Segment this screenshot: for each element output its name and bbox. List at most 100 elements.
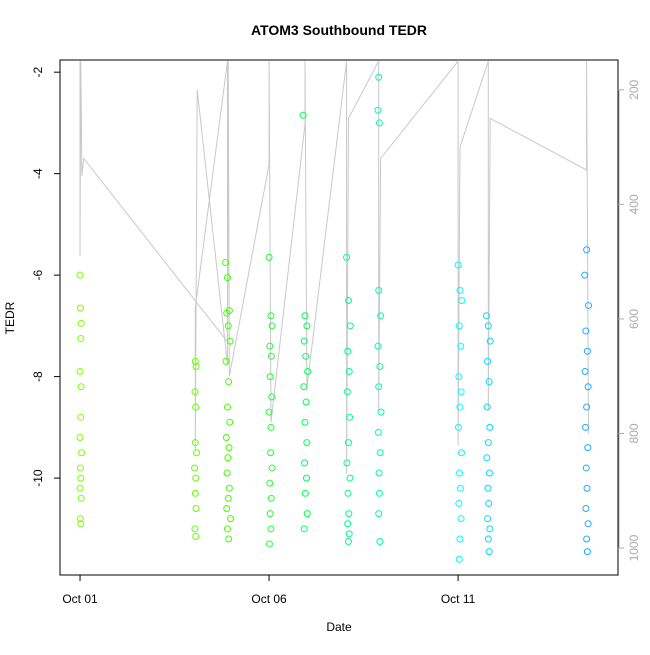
point (266, 510, 274, 518)
point (304, 368, 312, 376)
point (583, 548, 591, 556)
point (266, 373, 274, 381)
point (582, 327, 590, 335)
point (483, 403, 491, 411)
point (225, 484, 233, 492)
point (224, 494, 232, 502)
point (76, 304, 84, 312)
point (222, 357, 230, 365)
point (267, 525, 275, 533)
point (376, 362, 384, 370)
point (375, 469, 383, 477)
point (191, 388, 199, 396)
point (376, 449, 384, 457)
point (583, 246, 591, 254)
point (581, 368, 589, 376)
point (486, 423, 494, 431)
point (191, 464, 199, 472)
point (582, 505, 590, 513)
point (76, 433, 84, 441)
point (344, 347, 352, 355)
point (345, 530, 353, 538)
point (267, 352, 275, 360)
point (375, 286, 383, 294)
point (267, 423, 275, 431)
point (268, 393, 276, 401)
point (455, 373, 463, 381)
point (457, 515, 465, 523)
point (485, 469, 493, 477)
point (375, 489, 383, 497)
point (268, 464, 276, 472)
point (303, 322, 311, 330)
point (345, 510, 353, 518)
point (191, 357, 199, 365)
point (226, 418, 234, 426)
point (484, 357, 492, 365)
point (455, 555, 463, 563)
point (227, 515, 234, 523)
point (581, 271, 589, 279)
point (77, 494, 85, 502)
point (301, 459, 309, 467)
trajectory-line (79, 59, 589, 474)
point (581, 423, 589, 431)
point (344, 538, 352, 546)
point (583, 484, 591, 492)
point (222, 258, 230, 266)
point (583, 403, 591, 411)
point (584, 520, 592, 528)
point (346, 413, 354, 421)
y2-tick-label: 600 (627, 309, 641, 329)
point (457, 388, 465, 396)
point (77, 335, 85, 343)
point (300, 383, 308, 391)
point (266, 342, 274, 350)
point (76, 515, 84, 523)
point (583, 347, 591, 355)
point (192, 362, 200, 370)
point (346, 322, 354, 330)
chart-title: ATOM3 Southbound TEDR (251, 22, 427, 38)
point (265, 540, 273, 548)
point (485, 378, 493, 386)
point (300, 525, 308, 533)
point (482, 312, 490, 320)
point (77, 474, 85, 482)
point (583, 535, 591, 543)
point (301, 489, 309, 497)
point (77, 319, 85, 327)
point (303, 510, 311, 518)
point (375, 73, 383, 81)
point (374, 106, 382, 114)
point (191, 525, 199, 533)
point (78, 449, 86, 457)
point (375, 119, 383, 127)
point (225, 444, 233, 452)
point (457, 449, 465, 457)
point (455, 322, 463, 330)
point (456, 403, 464, 411)
point (584, 444, 592, 452)
point (486, 525, 494, 533)
point (265, 408, 273, 416)
point (267, 312, 275, 320)
y2-tick-label: 1000 (627, 534, 641, 561)
point (77, 383, 85, 391)
point (222, 433, 230, 441)
point (223, 403, 231, 411)
point (223, 525, 231, 533)
point (345, 368, 353, 376)
y-tick-label: -2 (31, 67, 45, 78)
point (374, 342, 382, 350)
point (192, 505, 200, 513)
point (456, 535, 464, 543)
point (375, 383, 383, 391)
point (484, 535, 492, 543)
point (267, 494, 275, 502)
point (76, 271, 84, 279)
point (191, 489, 199, 497)
y2-tick-label: 400 (627, 194, 641, 214)
point (224, 322, 232, 330)
